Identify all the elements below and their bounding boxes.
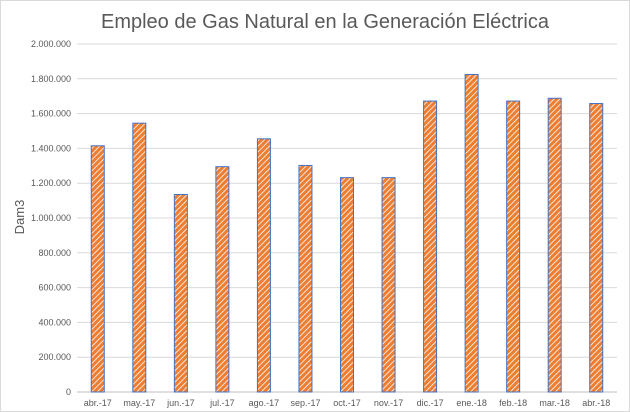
x-axis-ticks: abr.-17 may.-17 jun.-17 jul.-17 ago.-17 sep.-… [84,398,610,408]
x-tick-label: oct.-17 [333,398,361,408]
y-tick-label: 2.000.000 [31,39,71,49]
bar-may.-17 [132,122,147,393]
x-tick-label: feb.-18 [499,398,527,408]
bar-jun.-17 [173,194,188,393]
bar-mar.-18 [547,97,562,393]
chart-title: Empleo de Gas Natural en la Generación E… [101,11,550,33]
y-tick-label: 200.000 [38,352,71,362]
x-tick-label: abr.-17 [84,398,112,408]
x-tick-label: nov.-17 [374,398,403,408]
bar-jul.-17 [215,166,230,393]
y-tick-label: 400.000 [38,317,71,327]
bar-oct.-17 [340,177,354,393]
x-tick-label: ene.-18 [456,398,487,408]
x-tick-label: ago.-17 [249,398,280,408]
bar-dic.-17 [423,100,438,393]
y-tick-label: 1.000.000 [31,213,71,223]
y-tick-label: 1.200.000 [31,178,71,188]
y-tick-label: 1.400.000 [31,143,71,153]
bar-feb.-18 [506,100,521,393]
y-tick-label: 1.800.000 [31,74,71,84]
x-tick-label: mar.-18 [539,398,570,408]
x-tick-label: jul.-17 [209,398,235,408]
x-tick-label: dic.-17 [417,398,444,408]
bar-abr.-17 [90,145,105,393]
bar-ene.-18 [464,73,479,393]
bar-abr.-18 [589,103,604,393]
bar-ago.-17 [256,138,271,393]
x-tick-label: abr.-18 [582,398,610,408]
x-tick-label: may.-17 [123,398,155,408]
y-axis-ticks: 0 200.000 400.000 600.000 800.000 1.000.000 1.… [31,39,71,397]
y-tick-label: 1.600.000 [31,109,71,119]
y-axis-title: Dam3 [12,200,27,235]
bars [90,73,604,393]
bar-sep.-17 [298,164,313,393]
y-tick-label: 600.000 [38,283,71,293]
x-tick-label: jun.-17 [166,398,195,408]
y-tick-label: 0 [66,387,71,397]
y-tick-label: 800.000 [38,248,71,258]
x-tick-label: sep.-17 [290,398,320,408]
bar-nov.-17 [381,177,396,393]
